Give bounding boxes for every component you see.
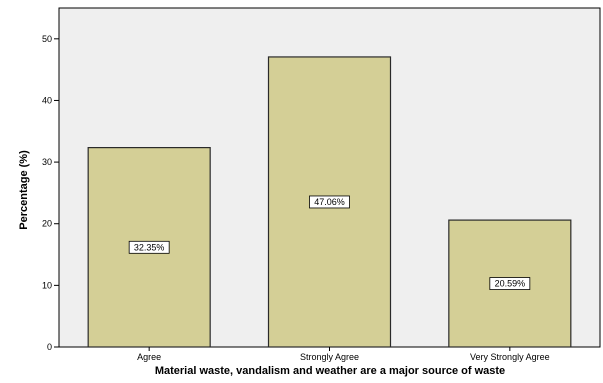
y-tick-label: 50 [42, 34, 52, 44]
x-tick-label: Strongly Agree [300, 352, 359, 362]
y-axis-title: Percentage (%) [18, 150, 30, 230]
x-tick-label: Very Strongly Agree [470, 352, 550, 362]
x-axis-title: Material waste, vandalism and weather ar… [155, 365, 505, 377]
y-tick-label: 10 [42, 280, 52, 290]
data-label: 32.35% [134, 242, 165, 252]
y-tick-label: 30 [42, 157, 52, 167]
y-tick-label: 0 [47, 342, 52, 352]
y-axis: 0 10 20 30 40 50 [42, 34, 59, 352]
data-label-box [309, 195, 350, 209]
y-tick-label: 40 [42, 95, 52, 105]
x-tick-label: Agree [137, 352, 161, 362]
y-tick-label: 20 [42, 219, 52, 229]
data-label-box [489, 277, 531, 290]
data-label: 20.59% [495, 279, 526, 289]
data-label-box [128, 240, 170, 254]
data-label: 47.06% [314, 197, 345, 207]
x-axis: Agree Strongly Agree Very Strongly Agree [137, 347, 550, 362]
bars: 32.35% 47.06% 20.59% [87, 56, 572, 348]
